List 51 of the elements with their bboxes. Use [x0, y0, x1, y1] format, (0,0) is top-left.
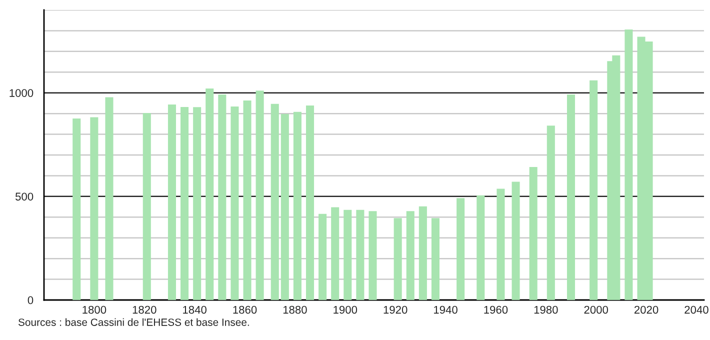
bar	[218, 94, 226, 300]
bar	[90, 117, 98, 300]
bar	[331, 207, 340, 300]
bar	[256, 90, 264, 300]
bar	[142, 112, 151, 300]
source-note: Sources : base Cassini de l'EHESS et base Insee.	[18, 318, 249, 326]
bar	[243, 100, 252, 300]
x-tick-label: 1800	[82, 306, 106, 314]
x-tick-label: 2020	[634, 306, 658, 314]
bar	[356, 210, 364, 300]
bar	[418, 206, 427, 300]
bar	[318, 214, 327, 300]
bar	[168, 104, 176, 300]
x-tick-label: 1880	[283, 306, 307, 314]
x-tick-label: 1960	[484, 306, 508, 314]
x-tick-label: 1920	[384, 306, 408, 314]
bar	[72, 118, 81, 300]
y-tick-label: 0	[28, 296, 34, 304]
x-tick-label: 1840	[183, 306, 206, 314]
y-tick-label: 500	[15, 192, 34, 201]
x-tick-label: 1900	[334, 306, 358, 314]
bar	[624, 29, 633, 300]
bar	[180, 106, 189, 300]
bar	[368, 211, 377, 300]
bar	[193, 107, 202, 300]
bar	[406, 211, 414, 300]
bar	[529, 167, 538, 300]
bar	[293, 112, 302, 300]
bar	[206, 88, 214, 300]
x-tick-label: 1940	[434, 306, 458, 314]
bar	[512, 182, 520, 300]
bar	[546, 126, 555, 300]
bar	[270, 104, 279, 300]
bar	[456, 198, 465, 300]
x-tick-label: 1980	[534, 306, 558, 314]
x-tick-label: 2040	[684, 306, 708, 314]
bar	[476, 195, 485, 300]
bar	[590, 80, 598, 300]
x-tick-label: 1820	[132, 306, 156, 314]
x-tick-label: 1860	[233, 306, 257, 314]
bar	[431, 218, 440, 300]
bar	[230, 106, 239, 300]
x-tick-label: 2000	[584, 306, 608, 314]
bar	[344, 210, 352, 300]
bar	[280, 114, 289, 300]
bar	[566, 94, 576, 300]
bar	[394, 218, 402, 300]
y-tick-label: 1000	[10, 89, 34, 97]
bar	[496, 188, 505, 300]
bar	[105, 97, 114, 300]
bar	[306, 105, 314, 300]
